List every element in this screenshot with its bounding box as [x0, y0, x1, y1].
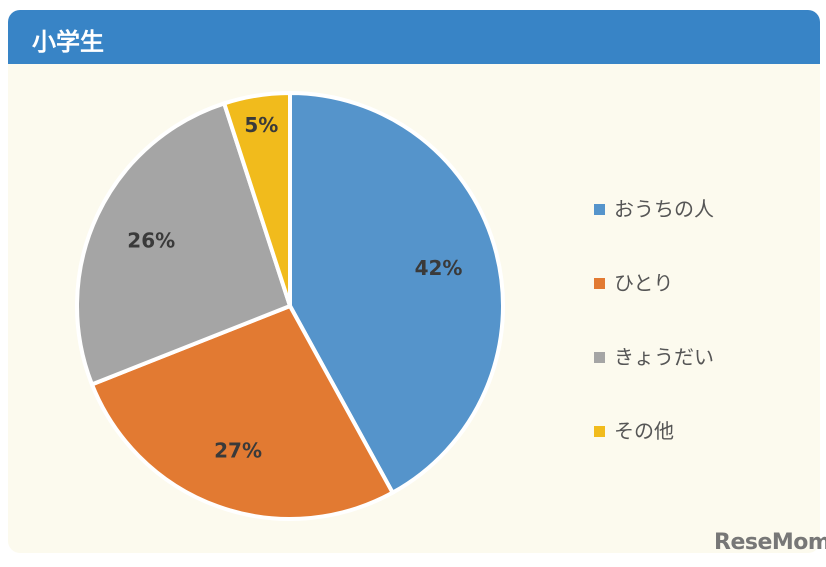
legend-swatch — [594, 351, 605, 363]
data-label-4: 5% — [244, 113, 278, 137]
legend-label: その他 — [614, 418, 674, 443]
legend-label: きょうだい — [614, 344, 714, 369]
resemom-logo: ReseMom — [714, 530, 826, 555]
data-label-3: 26% — [127, 229, 175, 253]
legend-label: おうちの人 — [614, 196, 714, 221]
pie-slice-2 — [89, 303, 396, 521]
data-label-2: 27% — [214, 438, 262, 462]
legend-label: ひとり — [614, 270, 674, 295]
legend-swatch — [594, 277, 605, 289]
legend-swatch — [594, 425, 605, 437]
legend-item: その他 — [594, 392, 714, 466]
legend-item: ひとり — [594, 244, 714, 318]
legend-swatch — [594, 203, 605, 215]
data-label-1: 42% — [415, 256, 463, 280]
pie-slice-3 — [75, 100, 293, 388]
pie-slice-1 — [288, 90, 505, 496]
chart-header: 小学生 — [8, 10, 820, 64]
legend-item: おうちの人 — [594, 170, 714, 244]
legend: おうちの人ひとりきょうだいその他 — [594, 170, 714, 466]
pie-slice-4 — [221, 90, 292, 307]
legend-item: きょうだい — [594, 318, 714, 392]
chart-title: 小学生 — [32, 28, 104, 56]
